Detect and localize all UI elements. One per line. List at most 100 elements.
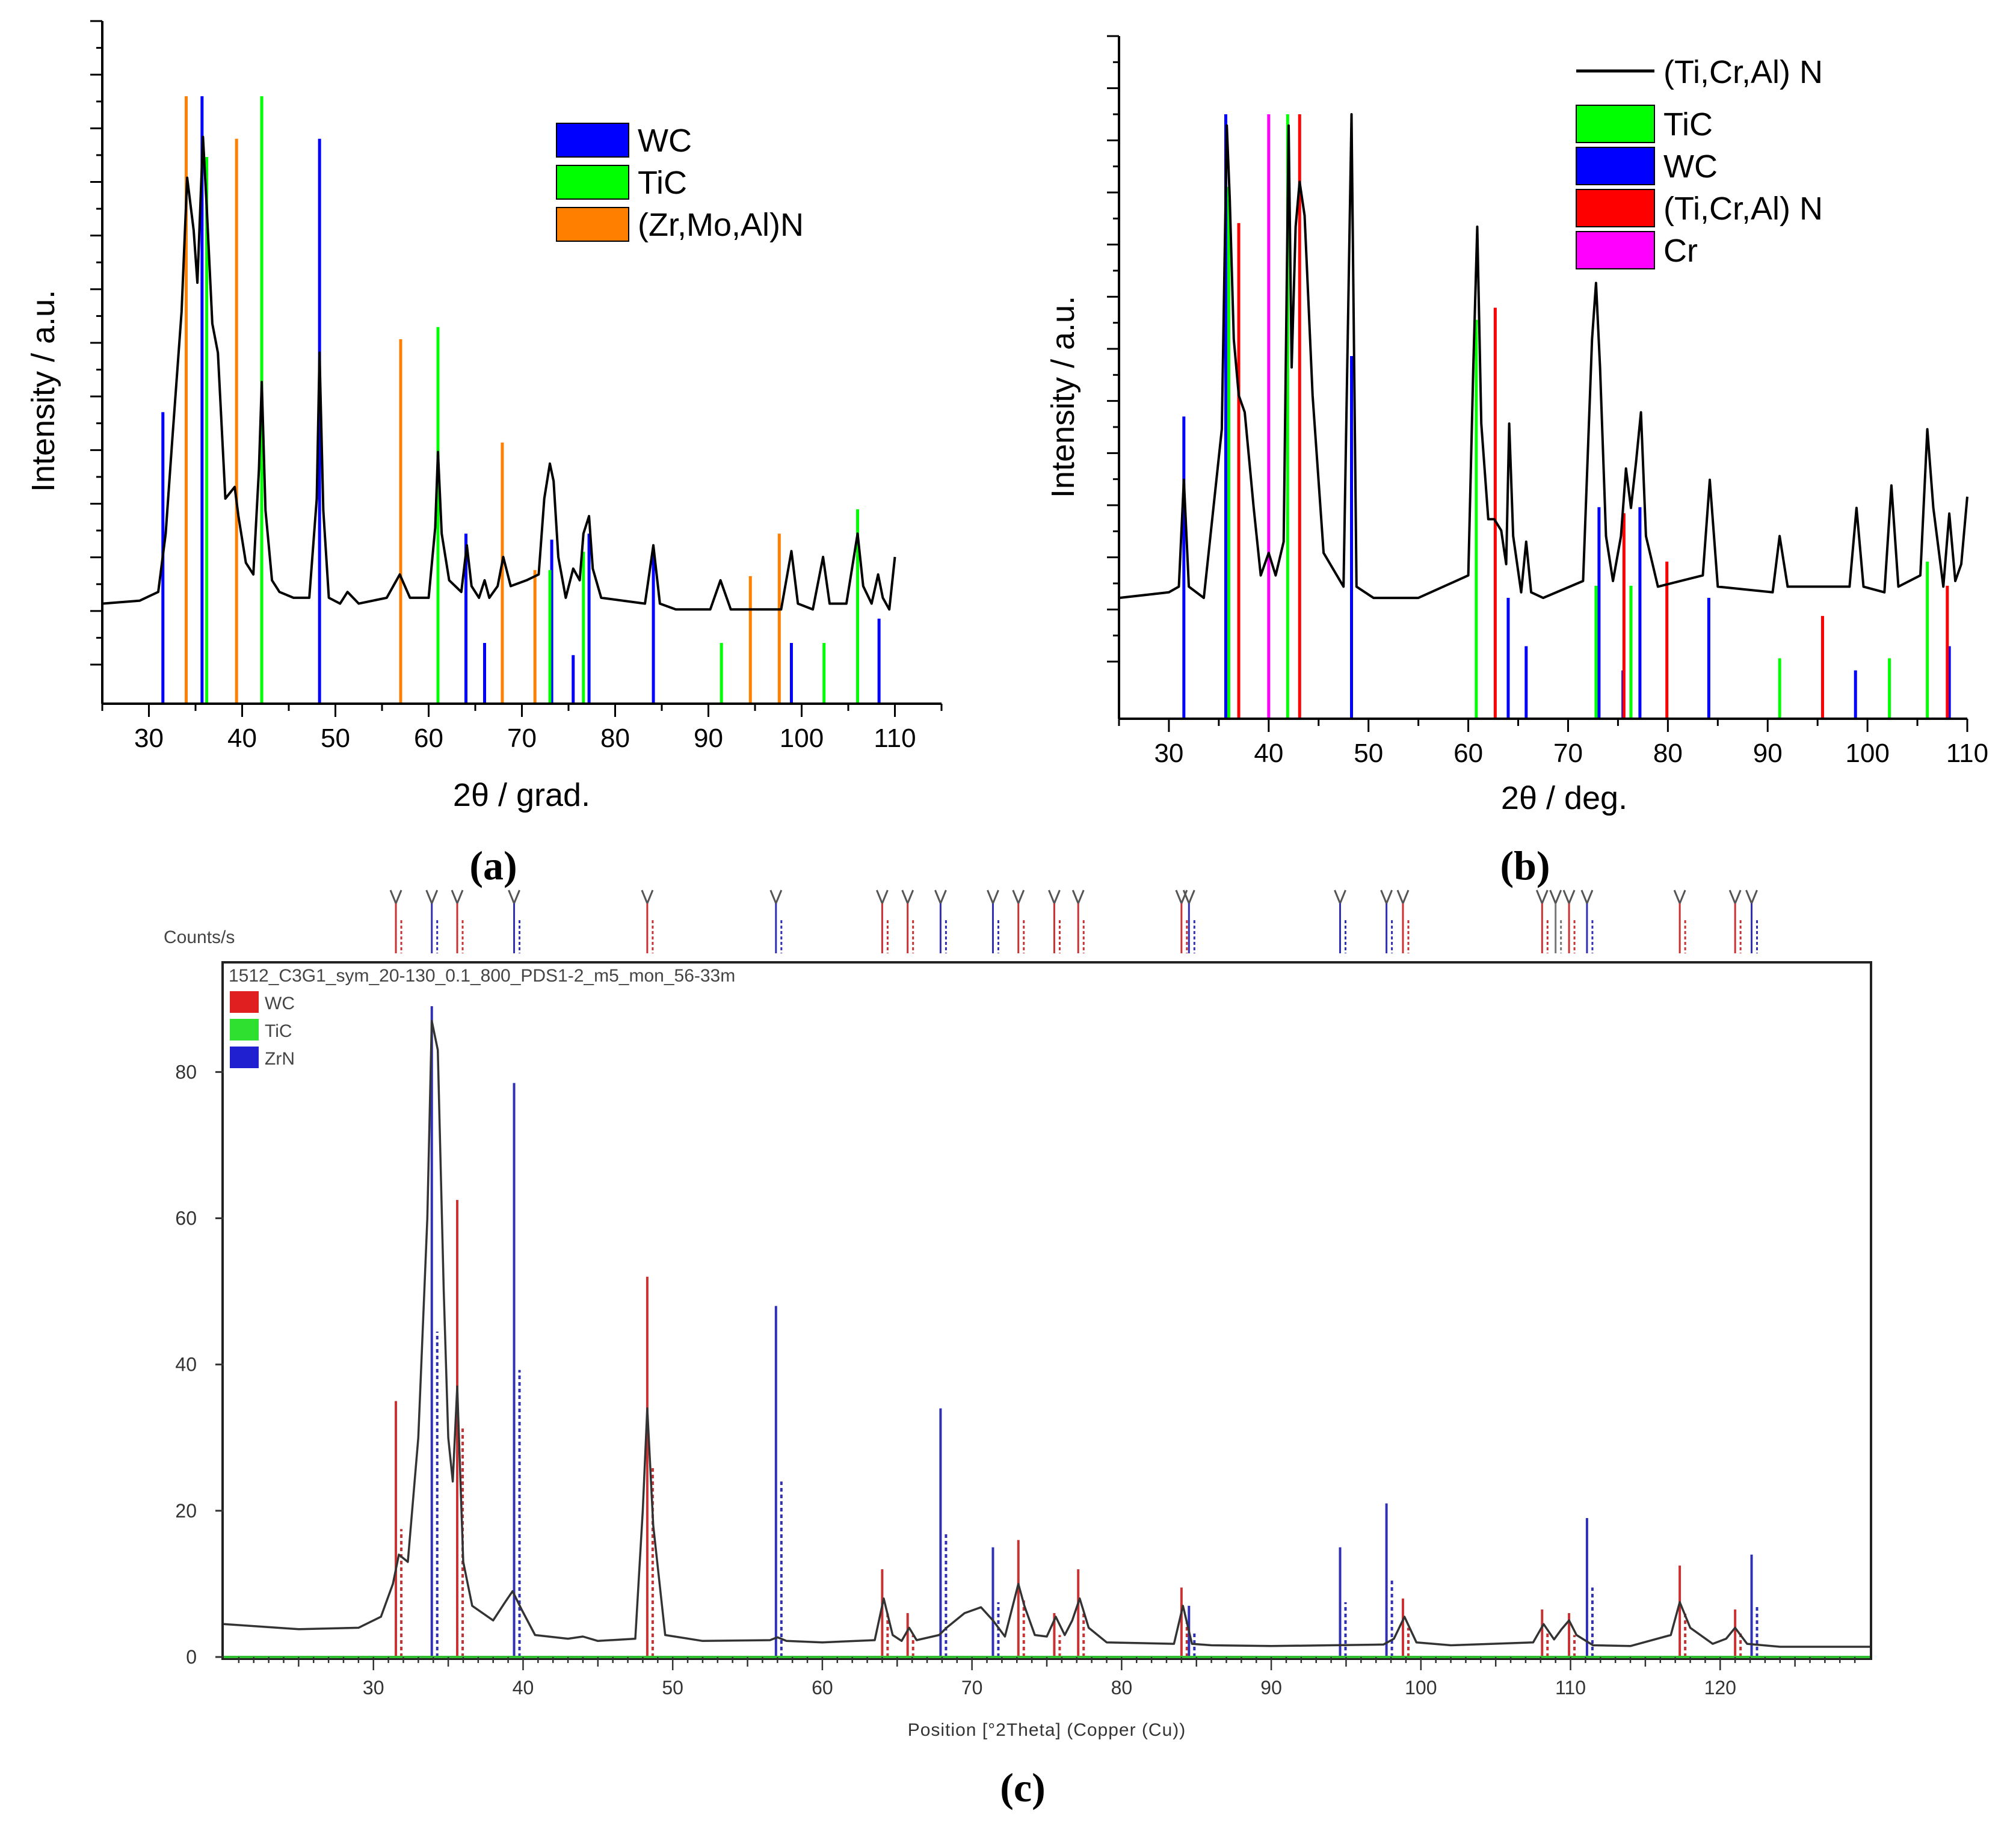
x-tick-label-b: 90 (1753, 739, 1783, 768)
peak-marker-c (1535, 890, 1549, 906)
pattern-line-a (102, 135, 896, 611)
plot-frame-c (221, 961, 1872, 1660)
legend-swatch-zrn-c (230, 1047, 259, 1068)
legend-swatch-tic-b (1576, 105, 1655, 143)
x-tick-label-b: 50 (1354, 739, 1383, 768)
x-ticks-c: 30 40 50 60 70 80 90 100 110 120 (238, 1657, 1856, 1698)
legend-label-tic-c: TiC (265, 1021, 292, 1041)
peak-marker-c (934, 890, 947, 906)
x-tick-label-b: 80 (1653, 739, 1683, 768)
peak-marker-c (1048, 890, 1061, 906)
legend-label-tcan-line-b: (Ti,Cr,Al) N (1663, 54, 1823, 90)
peak-marker-c (1673, 890, 1686, 906)
peak-marker-c (1745, 890, 1758, 906)
peak-marker-c (1012, 890, 1025, 906)
y-tick-label-c: 40 (175, 1354, 197, 1376)
y-tick-label-c: 60 (175, 1208, 197, 1229)
legend-a: WC TiC (Zr,Mo,Al)N (556, 123, 804, 243)
x-tick-label-b: 30 (1154, 739, 1183, 768)
x-axis-title-c: Position [°2Theta] (Copper (Cu)) (908, 1720, 1186, 1740)
legend-c: WC TiC ZrN (230, 991, 295, 1069)
legend-swatch-tic-c (230, 1019, 259, 1041)
y-ticks-a (90, 20, 102, 666)
x-tick-label-c: 100 (1405, 1677, 1437, 1698)
chart-panel-b: 30 40 50 60 70 80 90 100 110 Intensity / a.u. 2θ… (1045, 35, 1988, 888)
peak-marker-c (1549, 890, 1562, 906)
x-axis-title-b: 2θ / deg. (1501, 780, 1627, 816)
peak-marker-c (1071, 890, 1085, 906)
legend-label-zrn-c: ZrN (265, 1049, 295, 1069)
legend-swatch-tcan-b (1576, 189, 1655, 227)
x-axis-title-a: 2θ / grad. (453, 777, 590, 813)
x-tick-label-c: 60 (812, 1677, 833, 1698)
legend-label-tcan-b: (Ti,Cr,Al) N (1663, 191, 1823, 227)
peak-marker-c (876, 890, 889, 906)
peak-marker-c (425, 890, 439, 906)
peak-marker-c (1562, 890, 1576, 906)
chart-title-c: 1512_C3G1_sym_20-130_0.1_800_PDS1-2_m5_m… (229, 966, 735, 986)
peak-marker-c (1580, 890, 1594, 906)
peak-marker-c (1396, 890, 1410, 906)
y-tick-label-c: 80 (175, 1061, 197, 1083)
pattern-curve-b (1118, 113, 1968, 600)
panel-label-c: (c) (1000, 1765, 1045, 1810)
pattern-line-b (1118, 113, 1968, 600)
legend-label-tic-a: TiC (638, 165, 687, 201)
x-tick-label-b: 70 (1553, 739, 1583, 768)
peak-marker-c (769, 890, 783, 906)
x-tick-label-c: 30 (363, 1677, 384, 1698)
reference-lines-b (1182, 114, 1951, 719)
legend-label-zrmoaln-a: (Zr,Mo,Al)N (638, 207, 804, 243)
pattern-line-c (223, 1019, 1870, 1648)
legend-swatch-zrmoaln-a (556, 207, 629, 242)
pattern-curve-a (102, 135, 896, 611)
reference-lines-a (161, 96, 881, 704)
y-tick-label-c: 20 (175, 1500, 197, 1522)
x-ticks-b: 30 40 50 60 70 80 90 100 110 (1118, 719, 1988, 768)
peak-marker-c (1334, 890, 1346, 906)
legend-b: (Ti,Cr,Al) N TiC WC (Ti,Cr,Al) N Cr (1576, 54, 1823, 269)
legend-label-cr-b: Cr (1663, 233, 1698, 269)
peak-marker-c (1182, 890, 1195, 906)
x-tick-label-c: 110 (1555, 1677, 1586, 1698)
legend-label-wc-c: WC (265, 994, 295, 1013)
peak-marker-c (1380, 890, 1393, 906)
x-tick-label-a: 100 (780, 724, 824, 753)
y-ticks-b (1107, 35, 1119, 663)
x-tick-label-c: 90 (1260, 1677, 1282, 1698)
x-tick-label-a: 60 (414, 724, 443, 753)
x-tick-label-c: 70 (961, 1677, 983, 1698)
chart-panel-c: Counts/s 0 20 40 60 80 30 40 50 60 70 80 90 100 110 1… (164, 890, 1872, 1810)
legend-label-wc-b: WC (1663, 149, 1718, 185)
legend-swatch-wc-c (230, 991, 259, 1013)
x-tick-label-c: 80 (1111, 1677, 1133, 1698)
peak-marker-c (641, 890, 654, 906)
x-tick-label-b: 60 (1453, 739, 1483, 768)
x-ticks-a: 30 40 50 60 70 80 90 100 110 (101, 704, 943, 753)
peak-marker-c (901, 890, 914, 906)
y-axis-title-b: Intensity / a.u. (1045, 296, 1081, 498)
panel-label-b: (b) (1500, 843, 1550, 888)
x-tick-label-b: 100 (1845, 739, 1889, 768)
legend-swatch-tic-a (556, 165, 629, 200)
peak-marker-c (508, 890, 520, 906)
x-tick-label-b: 110 (1946, 739, 1988, 768)
x-tick-label-a: 80 (600, 724, 630, 753)
x-tick-label-c: 50 (662, 1677, 683, 1698)
y-axis-title-a: Intensity / a.u. (25, 290, 61, 492)
y-tick-label-c: 0 (186, 1646, 197, 1668)
x-tick-label-a: 30 (134, 724, 164, 753)
legend-swatch-wc-a (556, 123, 629, 158)
x-tick-label-b: 40 (1254, 739, 1283, 768)
peak-markers-c (389, 890, 1759, 953)
peak-marker-c (451, 890, 464, 906)
legend-label-wc-a: WC (638, 123, 692, 159)
x-tick-label-a: 110 (874, 724, 916, 753)
x-tick-label-c: 40 (513, 1677, 534, 1698)
legend-label-tic-b: TiC (1663, 106, 1713, 143)
x-tick-label-c: 120 (1704, 1677, 1736, 1698)
peak-marker-c (1728, 890, 1742, 906)
panel-label-a: (a) (469, 843, 517, 888)
x-tick-label-a: 70 (507, 724, 537, 753)
